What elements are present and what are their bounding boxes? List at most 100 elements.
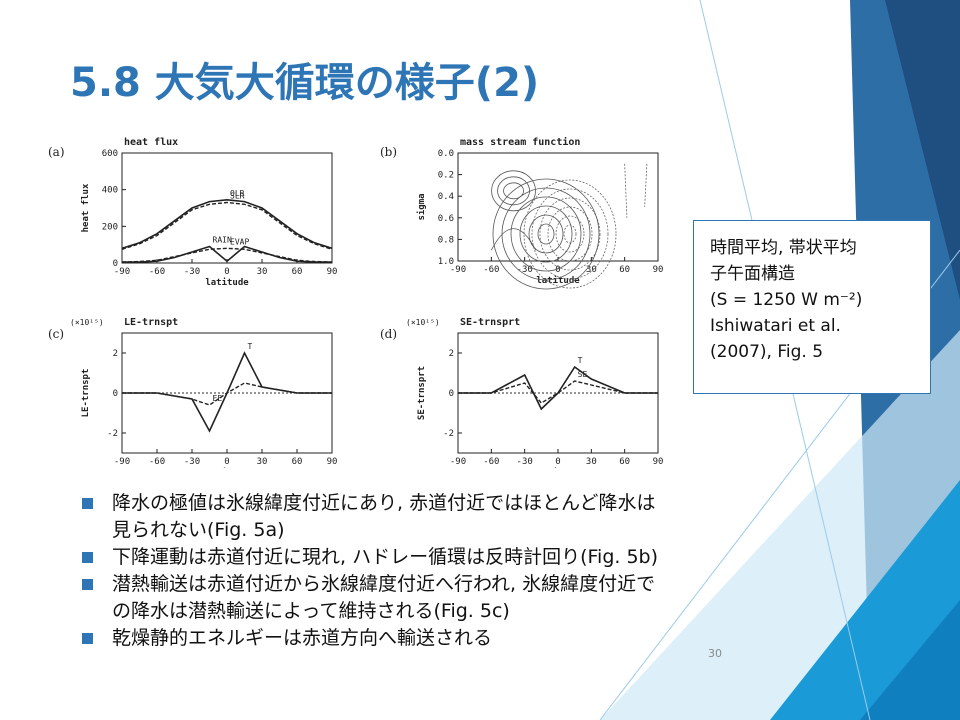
y-tick-label: 0 <box>449 389 454 399</box>
caption-line: (S = 1250 W m⁻²) <box>710 290 863 310</box>
series-line-evap <box>121 247 333 263</box>
caption-line: Ishiwatari et al. <box>710 316 841 336</box>
x-tick-label: 30 <box>257 457 268 467</box>
x-tick-label: -60 <box>149 267 165 277</box>
contour-dashed <box>624 163 628 218</box>
contour-solid <box>528 214 564 254</box>
x-tick-label: -60 <box>483 265 499 275</box>
x-axis-label: latitude <box>205 467 249 468</box>
contour-solid <box>490 228 537 251</box>
series-label: T <box>578 356 583 365</box>
panel-title: heat flux <box>124 137 178 148</box>
contour-solid <box>510 196 582 272</box>
x-tick-label: -30 <box>517 265 533 275</box>
y-axis-label: heat flux <box>81 183 91 232</box>
x-tick-label: 30 <box>586 457 597 467</box>
y-tick-label: 0.2 <box>438 171 454 181</box>
panel-frame <box>121 152 333 264</box>
x-tick-label: -30 <box>517 457 533 467</box>
x-tick-label: 90 <box>653 265 664 275</box>
panel-b: (b) mass stream function -90 -60 -30 0 30 60 90 l… <box>380 136 664 290</box>
contour-dashed <box>644 163 648 208</box>
x-tick-label: 30 <box>257 267 268 277</box>
panel-title: SE-trnsprt <box>460 317 520 328</box>
y-tick-label: 0.6 <box>438 214 454 224</box>
panel-scale-label: (×10¹⁵) <box>70 318 104 327</box>
x-tick-label: 60 <box>619 457 630 467</box>
y-tick-label: 0 <box>113 259 118 269</box>
bullet-item: 潜熱輸送は赤道付近から氷線緯度付近へ行われ, 氷線緯度付近で の降水は潜熱輸送に… <box>82 571 812 625</box>
bullet-list: 降水の極値は氷線緯度付近にあり, 赤道付近ではほとんど降水は 見られない(Fig… <box>82 490 812 652</box>
y-tick-label: 2 <box>113 349 118 359</box>
contour-solid <box>503 182 524 200</box>
series-label: RAIN <box>213 236 232 245</box>
x-tick-label: -90 <box>114 457 130 467</box>
x-tick-label: 0 <box>224 267 229 277</box>
x-tick-label: 0 <box>555 457 560 467</box>
panel-label: (d) <box>380 327 397 341</box>
x-tick-label: -30 <box>184 267 200 277</box>
panel-title: mass stream function <box>460 136 580 148</box>
page-number: 30 <box>708 647 722 660</box>
y-tick-label: -2 <box>107 429 118 439</box>
figure-caption-box: 時間平均, 帯状平均 子午面構造 (S = 1250 W m⁻²) Ishiwa… <box>693 220 931 394</box>
panel-c: (c) LE-trnspt (×10¹⁵) -90 -60 -30 0 30 60 90 latit… <box>48 317 337 468</box>
x-tick-label: 90 <box>327 267 338 277</box>
x-axis-label: latitude <box>536 467 580 468</box>
contour-dashed <box>563 224 577 244</box>
x-tick-label: 0 <box>224 457 229 467</box>
bullet-text: 下降運動は赤道付近に現れ, ハドレー循環は反時計回り(Fig. 5b) <box>112 546 659 568</box>
panel-d: (d) SE-trnsprt (×10¹⁵) -90 -60 -30 0 30 60 90 lati… <box>380 317 663 468</box>
panel-label: (c) <box>48 327 64 341</box>
x-tick-label: 30 <box>586 265 597 275</box>
series-label: EE <box>213 394 223 403</box>
panel-scale-label: (×10¹⁵) <box>406 318 440 327</box>
x-tick-label: -60 <box>149 457 165 467</box>
x-tick-label: -30 <box>184 457 200 467</box>
bullet-square-icon <box>82 552 93 563</box>
series-label: SE <box>578 370 588 379</box>
series-line-t <box>458 365 658 411</box>
contour-solid <box>537 223 555 245</box>
y-tick-label: 0 <box>113 389 118 399</box>
contour-solid <box>492 178 600 290</box>
contour-dashed <box>539 197 601 271</box>
y-tick-label: 600 <box>102 149 118 159</box>
series-label: SLR <box>230 192 245 201</box>
deco-band-corner <box>860 600 960 720</box>
bullet-text: 見られない(Fig. 5a) <box>112 519 285 541</box>
caption-line: (2007), Fig. 5 <box>710 342 824 362</box>
y-axis-label: LE-trnspt <box>81 369 91 418</box>
x-tick-label: -90 <box>450 457 466 467</box>
x-tick-label: 0 <box>555 265 560 275</box>
caption-line: 子午面構造 <box>710 264 795 284</box>
contour-solid <box>519 205 573 263</box>
contour-solid <box>501 187 591 281</box>
series-label: EVAP <box>230 237 249 246</box>
x-tick-label: -60 <box>483 457 499 467</box>
contour-solid <box>497 176 530 206</box>
y-axis-label: SE-trnsprt <box>417 366 427 420</box>
y-tick-label: 0.0 <box>438 149 454 159</box>
panel-label: (b) <box>380 145 397 159</box>
y-tick-label: -2 <box>443 429 454 439</box>
panel-title: LE-trnspt <box>124 317 178 328</box>
contour-dashed <box>531 188 609 280</box>
panel-frame <box>457 152 659 262</box>
deco-band-darker <box>885 0 960 300</box>
series-line-rain <box>122 245 332 263</box>
panel-label: (a) <box>48 145 65 159</box>
x-tick-label: 60 <box>292 267 303 277</box>
y-tick-label: 0.4 <box>438 192 454 202</box>
series-line-olr <box>121 198 333 250</box>
bullet-text: 潜熱輸送は赤道付近から氷線緯度付近へ行われ, 氷線緯度付近で <box>112 573 656 595</box>
figure-panels: .ax { fill: none; stroke: #222; stroke-w… <box>48 136 664 468</box>
bullet-item: 下降運動は赤道付近に現れ, ハドレー循環は反時計回り(Fig. 5b) <box>82 544 812 571</box>
y-tick-label: 200 <box>102 222 118 232</box>
bullet-item: 乾燥静的エネルギーは赤道方向へ輸送される <box>82 625 812 652</box>
x-tick-label: -90 <box>450 265 466 275</box>
slide-title: 5.8 大気大循環の様子(2) <box>70 60 540 106</box>
series-line-t <box>122 351 332 433</box>
contour-solid <box>491 170 536 212</box>
